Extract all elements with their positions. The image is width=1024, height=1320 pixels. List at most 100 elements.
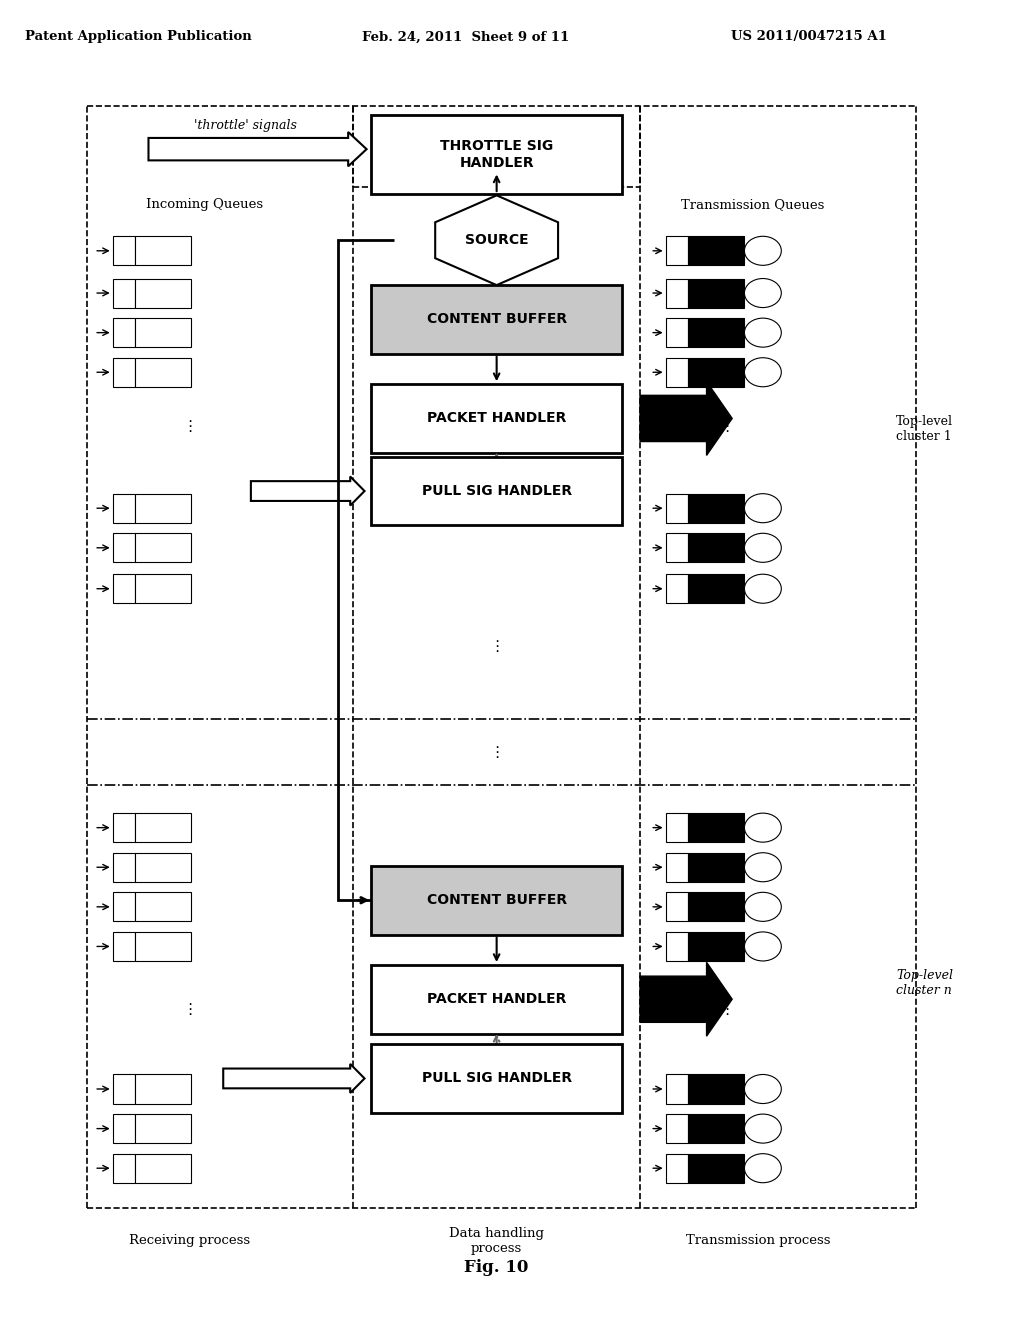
Text: CONTENT BUFFER: CONTENT BUFFER (427, 894, 566, 907)
FancyBboxPatch shape (688, 236, 744, 265)
FancyBboxPatch shape (135, 1074, 191, 1104)
FancyBboxPatch shape (371, 285, 622, 354)
FancyBboxPatch shape (666, 494, 688, 523)
FancyBboxPatch shape (666, 318, 688, 347)
Text: PULL SIG HANDLER: PULL SIG HANDLER (422, 484, 571, 498)
FancyBboxPatch shape (666, 892, 688, 921)
Text: 'throttle' signals: 'throttle' signals (195, 119, 297, 132)
FancyBboxPatch shape (688, 533, 744, 562)
Text: Patent Application Publication: Patent Application Publication (25, 30, 252, 44)
FancyBboxPatch shape (135, 574, 191, 603)
FancyBboxPatch shape (688, 932, 744, 961)
FancyBboxPatch shape (113, 813, 135, 842)
Ellipse shape (744, 932, 781, 961)
Text: ⋮: ⋮ (720, 1002, 734, 1018)
Text: ⋮: ⋮ (182, 1002, 197, 1018)
Text: PACKET HANDLER: PACKET HANDLER (427, 993, 566, 1006)
FancyBboxPatch shape (688, 853, 744, 882)
FancyArrow shape (223, 1064, 365, 1093)
Text: Transmission Queues: Transmission Queues (681, 198, 824, 211)
FancyBboxPatch shape (371, 965, 622, 1034)
Text: THROTTLE SIG
HANDLER: THROTTLE SIG HANDLER (440, 140, 553, 169)
FancyBboxPatch shape (688, 1154, 744, 1183)
Ellipse shape (744, 1074, 781, 1104)
FancyBboxPatch shape (113, 279, 135, 308)
FancyBboxPatch shape (113, 236, 135, 265)
FancyBboxPatch shape (666, 1154, 688, 1183)
FancyBboxPatch shape (666, 533, 688, 562)
FancyBboxPatch shape (688, 494, 744, 523)
FancyBboxPatch shape (688, 892, 744, 921)
Ellipse shape (744, 574, 781, 603)
FancyBboxPatch shape (113, 358, 135, 387)
FancyBboxPatch shape (688, 279, 744, 308)
FancyBboxPatch shape (135, 813, 191, 842)
FancyBboxPatch shape (135, 932, 191, 961)
Ellipse shape (744, 533, 781, 562)
FancyBboxPatch shape (135, 533, 191, 562)
FancyBboxPatch shape (666, 1074, 688, 1104)
FancyBboxPatch shape (666, 932, 688, 961)
Ellipse shape (744, 1114, 781, 1143)
Ellipse shape (744, 494, 781, 523)
FancyBboxPatch shape (113, 318, 135, 347)
Text: PULL SIG HANDLER: PULL SIG HANDLER (422, 1072, 571, 1085)
FancyBboxPatch shape (666, 1114, 688, 1143)
FancyBboxPatch shape (371, 457, 622, 525)
Text: US 2011/0047215 A1: US 2011/0047215 A1 (731, 30, 887, 44)
FancyBboxPatch shape (113, 853, 135, 882)
Text: Top-level
cluster 1: Top-level cluster 1 (896, 414, 953, 444)
Text: Data handling
process: Data handling process (450, 1226, 544, 1255)
Ellipse shape (744, 813, 781, 842)
FancyBboxPatch shape (113, 1154, 135, 1183)
FancyBboxPatch shape (688, 574, 744, 603)
Text: ⋮: ⋮ (720, 418, 734, 434)
Text: Incoming Queues: Incoming Queues (146, 198, 263, 211)
Text: Top-level
cluster n: Top-level cluster n (896, 969, 953, 998)
Text: PACKET HANDLER: PACKET HANDLER (427, 412, 566, 425)
FancyBboxPatch shape (688, 1074, 744, 1104)
FancyArrow shape (148, 132, 367, 166)
Text: ⋮: ⋮ (489, 744, 504, 760)
FancyBboxPatch shape (135, 358, 191, 387)
FancyBboxPatch shape (135, 1114, 191, 1143)
FancyBboxPatch shape (666, 279, 688, 308)
Ellipse shape (744, 236, 781, 265)
Text: SOURCE: SOURCE (465, 234, 528, 247)
FancyBboxPatch shape (113, 574, 135, 603)
Polygon shape (435, 195, 558, 285)
Text: Fig. 10: Fig. 10 (465, 1259, 528, 1275)
FancyBboxPatch shape (666, 813, 688, 842)
FancyBboxPatch shape (135, 853, 191, 882)
FancyBboxPatch shape (113, 1074, 135, 1104)
FancyBboxPatch shape (666, 574, 688, 603)
FancyBboxPatch shape (135, 1154, 191, 1183)
Ellipse shape (744, 279, 781, 308)
FancyBboxPatch shape (666, 358, 688, 387)
Text: ⋮: ⋮ (182, 418, 197, 434)
FancyBboxPatch shape (371, 1044, 622, 1113)
Text: Transmission process: Transmission process (685, 1234, 830, 1247)
FancyBboxPatch shape (688, 1114, 744, 1143)
Ellipse shape (744, 853, 781, 882)
FancyBboxPatch shape (371, 866, 622, 935)
Text: Receiving process: Receiving process (129, 1234, 250, 1247)
FancyBboxPatch shape (113, 533, 135, 562)
Text: ⋮: ⋮ (489, 639, 504, 655)
Ellipse shape (744, 318, 781, 347)
FancyBboxPatch shape (113, 932, 135, 961)
FancyBboxPatch shape (135, 494, 191, 523)
FancyBboxPatch shape (666, 853, 688, 882)
FancyBboxPatch shape (371, 384, 622, 453)
FancyBboxPatch shape (666, 236, 688, 265)
Text: CONTENT BUFFER: CONTENT BUFFER (427, 313, 566, 326)
FancyBboxPatch shape (135, 279, 191, 308)
Text: Feb. 24, 2011  Sheet 9 of 11: Feb. 24, 2011 Sheet 9 of 11 (362, 30, 569, 44)
Ellipse shape (744, 1154, 781, 1183)
FancyBboxPatch shape (688, 318, 744, 347)
FancyBboxPatch shape (688, 358, 744, 387)
FancyBboxPatch shape (371, 115, 622, 194)
FancyBboxPatch shape (113, 494, 135, 523)
FancyBboxPatch shape (135, 236, 191, 265)
Ellipse shape (744, 358, 781, 387)
